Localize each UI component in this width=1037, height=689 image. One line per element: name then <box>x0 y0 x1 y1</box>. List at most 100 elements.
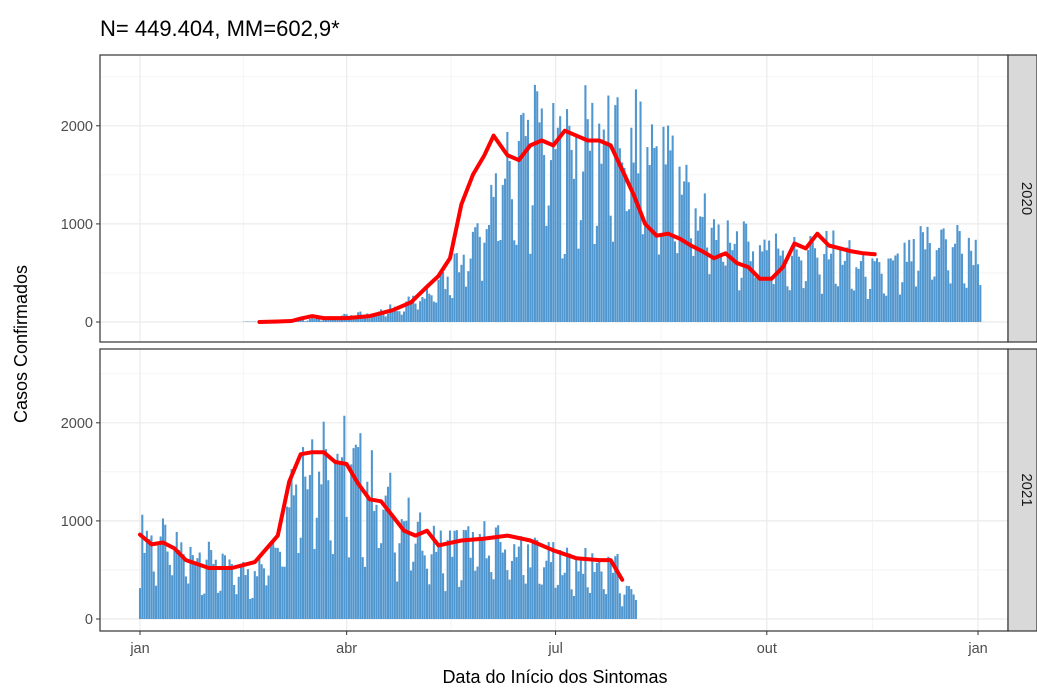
daily-bar <box>657 254 660 322</box>
daily-bar <box>373 313 376 322</box>
daily-bar <box>577 571 580 619</box>
daily-bar <box>370 450 373 619</box>
daily-bar <box>487 555 491 619</box>
daily-bar <box>226 567 229 619</box>
daily-bar <box>942 228 945 322</box>
daily-bar <box>644 224 647 322</box>
daily-bar <box>244 575 247 619</box>
daily-bar <box>611 572 615 619</box>
daily-bar <box>754 277 757 322</box>
daily-bar <box>474 227 477 322</box>
daily-bar <box>593 243 596 322</box>
daily-bar <box>230 564 233 619</box>
daily-bar <box>956 225 959 322</box>
daily-bar <box>494 173 497 322</box>
daily-bar <box>164 524 167 619</box>
daily-bar <box>809 236 812 322</box>
daily-bar <box>490 184 493 322</box>
daily-bar <box>912 238 915 322</box>
daily-bar <box>354 444 357 619</box>
daily-bar <box>536 91 539 322</box>
daily-bar <box>889 258 892 322</box>
daily-bar <box>375 313 378 322</box>
daily-bar <box>455 530 458 619</box>
daily-bar <box>788 290 791 322</box>
daily-bar <box>751 251 755 322</box>
daily-bar <box>320 484 323 619</box>
daily-bar <box>341 457 344 619</box>
daily-bar <box>494 527 497 619</box>
daily-bar <box>478 533 481 619</box>
daily-bar <box>290 469 293 619</box>
daily-bar <box>607 95 610 322</box>
daily-bar <box>791 255 794 322</box>
daily-bar <box>903 242 906 322</box>
daily-bar <box>389 304 392 322</box>
daily-bar <box>547 205 550 322</box>
daily-bar <box>510 199 513 322</box>
daily-bar <box>800 260 803 322</box>
daily-bar <box>416 521 419 619</box>
daily-bar <box>347 557 350 619</box>
daily-bar <box>630 127 633 322</box>
daily-bar <box>205 559 208 619</box>
daily-bar <box>515 244 518 322</box>
x-axis-ticks: jan abr jul out jan <box>129 631 988 657</box>
x-tick-label: jan <box>129 641 149 657</box>
daily-bar <box>650 124 654 322</box>
daily-bar <box>467 271 470 322</box>
daily-bar <box>979 285 982 322</box>
daily-bar <box>338 464 341 619</box>
daily-bar <box>403 521 406 619</box>
daily-bar <box>501 552 504 619</box>
daily-bar <box>382 312 385 322</box>
daily-bar <box>464 530 468 619</box>
daily-bar <box>485 558 488 619</box>
daily-bar <box>765 250 768 322</box>
daily-bar <box>448 295 451 322</box>
daily-bar <box>646 147 649 322</box>
daily-bar <box>940 229 943 322</box>
daily-bar <box>848 240 851 322</box>
daily-bar <box>173 549 176 619</box>
daily-bar <box>781 250 784 322</box>
daily-bar <box>150 535 153 619</box>
daily-bar <box>386 313 390 322</box>
daily-bar <box>722 261 725 322</box>
daily-bar <box>933 276 936 322</box>
daily-bar <box>423 298 426 322</box>
daily-bar <box>967 237 970 322</box>
daily-bar <box>366 481 369 619</box>
daily-bar <box>444 289 447 322</box>
daily-bar <box>145 530 148 619</box>
daily-bar <box>618 148 621 322</box>
daily-bar <box>892 260 895 322</box>
daily-bar <box>549 562 553 619</box>
daily-bar <box>582 171 585 322</box>
daily-bar <box>175 531 178 619</box>
daily-bar <box>141 514 144 619</box>
daily-bar <box>761 251 764 322</box>
daily-bar <box>428 293 431 322</box>
daily-bar <box>680 194 683 322</box>
daily-bar <box>327 480 330 619</box>
daily-bar <box>526 119 530 322</box>
daily-bar <box>623 594 626 619</box>
daily-bar <box>609 215 612 322</box>
daily-bar <box>425 286 429 322</box>
daily-bar <box>605 144 608 322</box>
daily-bar <box>726 220 729 322</box>
daily-bar <box>180 542 183 619</box>
facet-strip <box>1007 348 1037 632</box>
daily-bar <box>531 542 534 619</box>
facet-strip <box>1007 54 1037 343</box>
daily-bar <box>609 562 612 619</box>
daily-bar <box>313 549 316 619</box>
y-tick-label: 2000 <box>61 416 93 432</box>
daily-bar <box>559 116 562 322</box>
daily-bar <box>758 245 761 322</box>
daily-bar <box>189 546 192 619</box>
daily-bar <box>437 279 440 322</box>
daily-bar <box>396 581 399 619</box>
daily-bar <box>274 547 277 619</box>
